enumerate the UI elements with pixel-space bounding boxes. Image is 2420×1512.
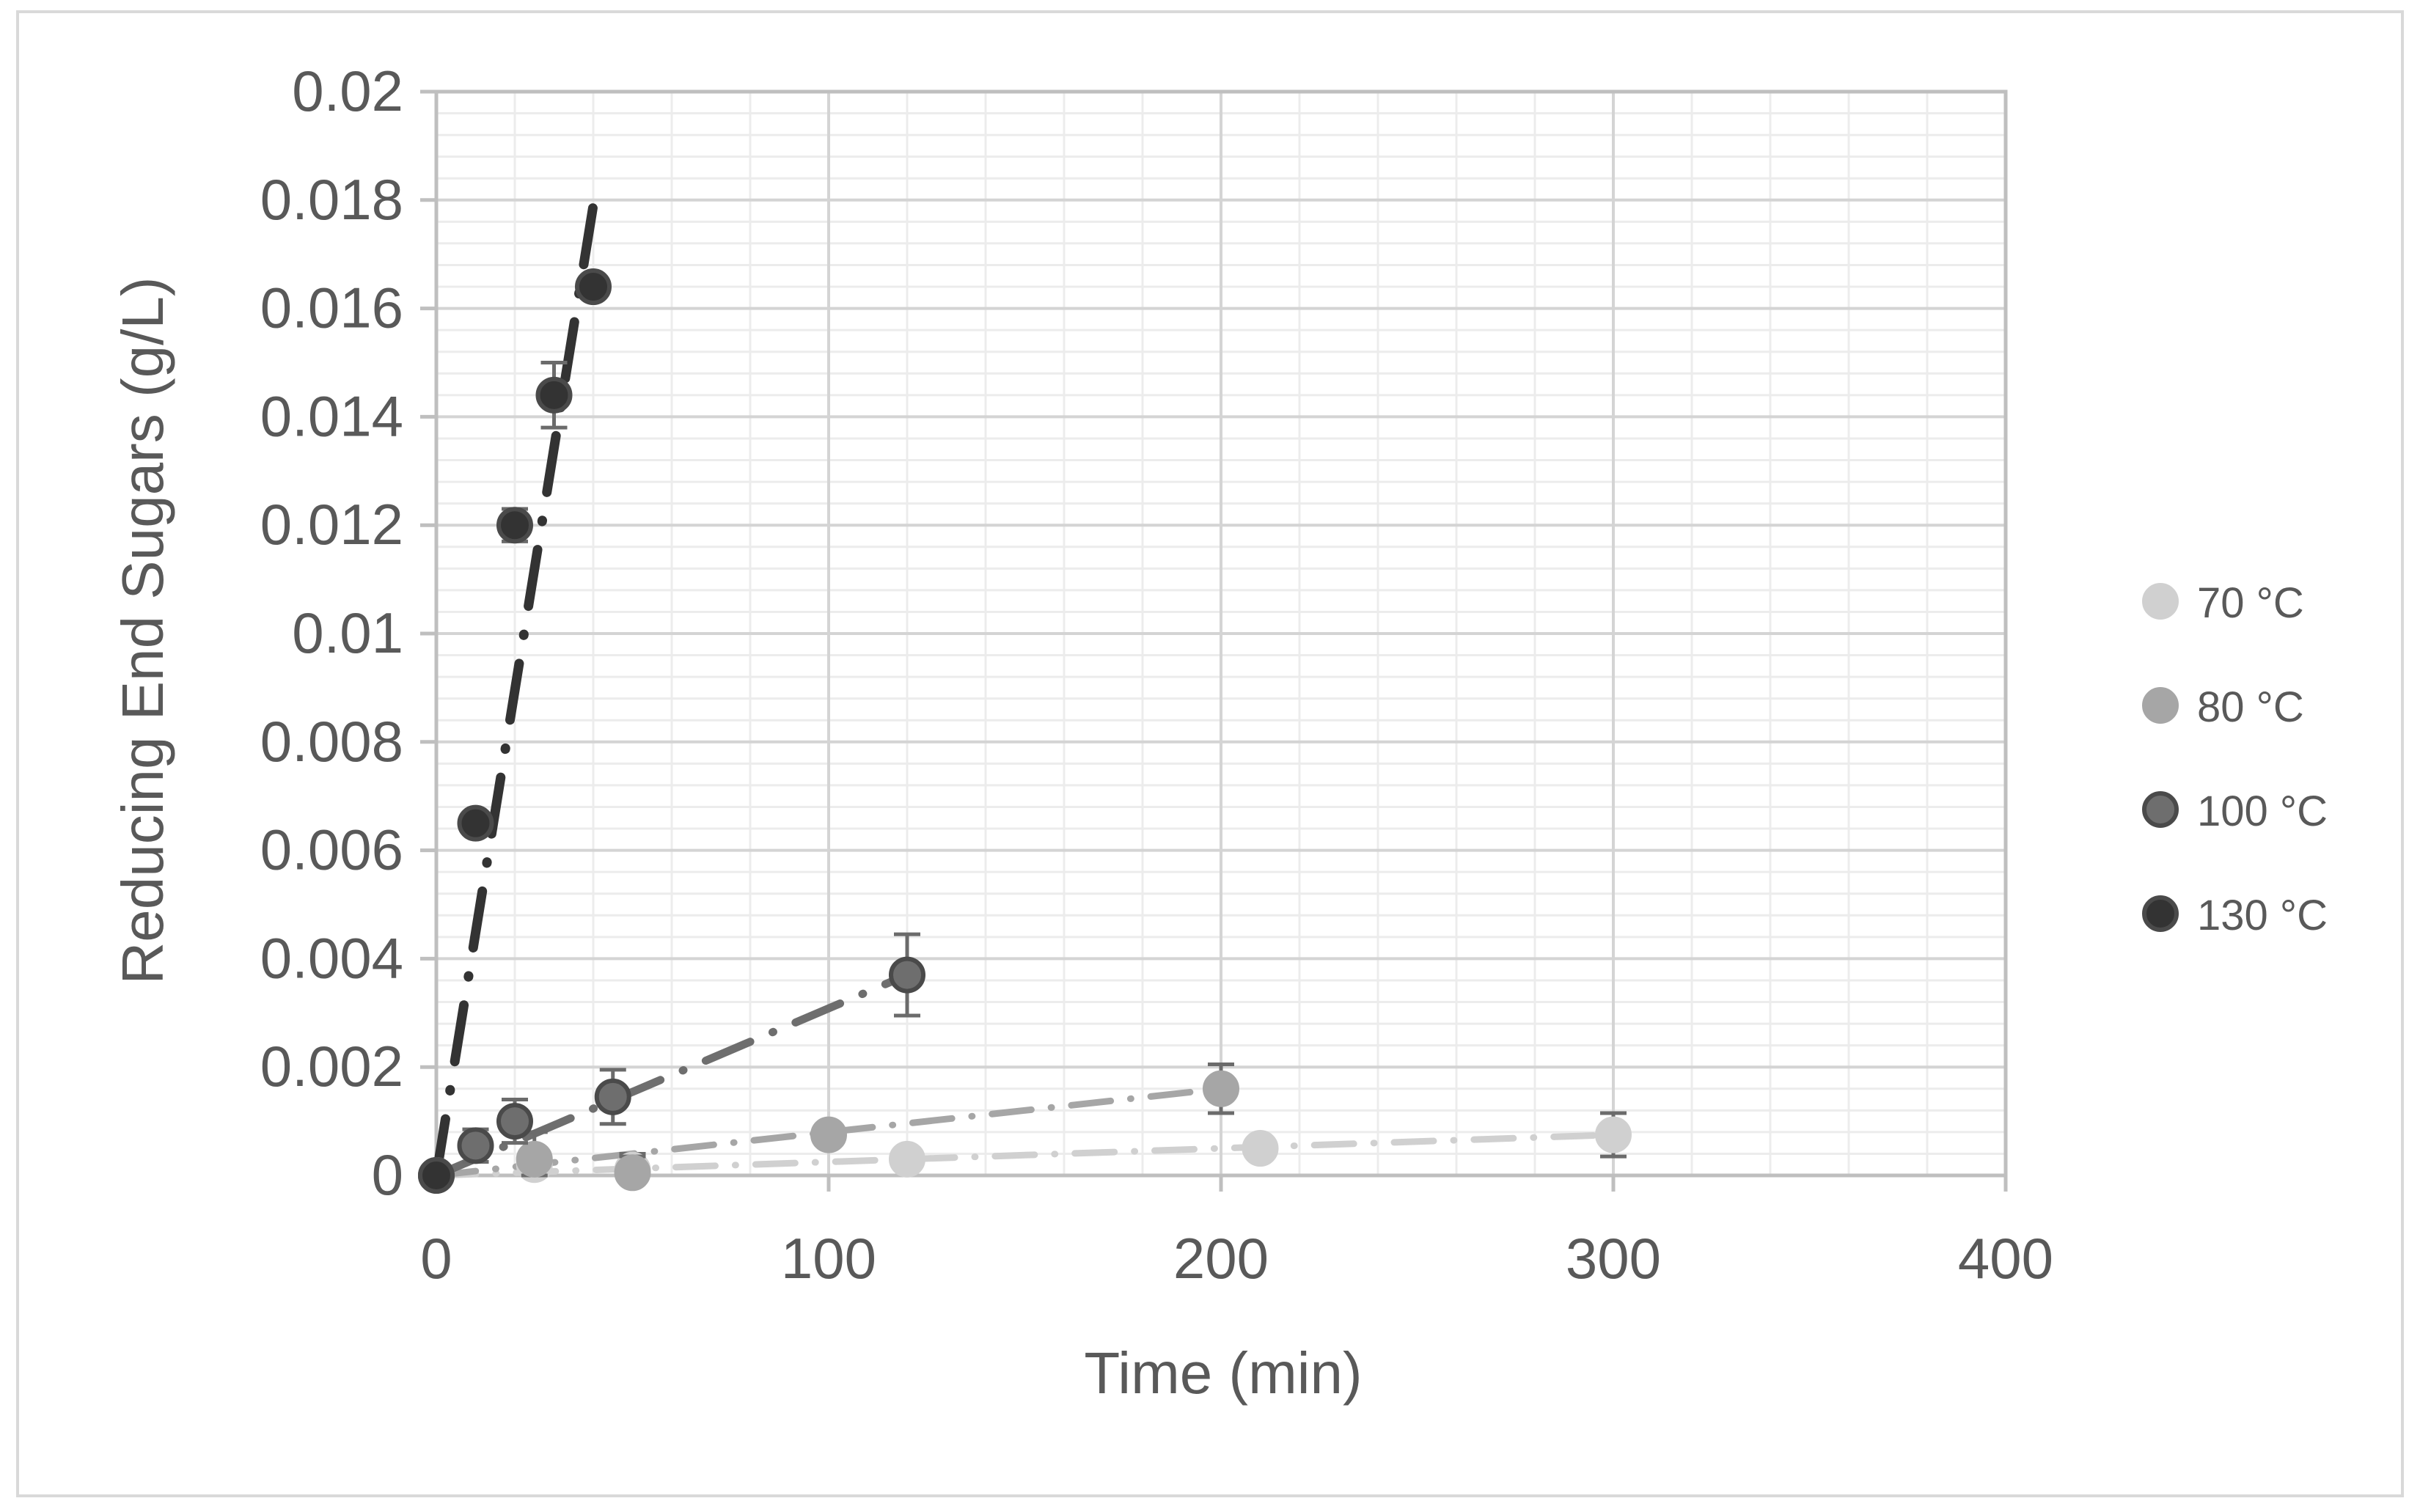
legend-marker (2142, 687, 2179, 724)
y-tick-label: 0 (372, 1142, 403, 1207)
data-point (418, 1157, 455, 1194)
y-tick-label: 0.014 (260, 383, 403, 448)
x-tick-label: 400 (1958, 1226, 2053, 1291)
x-tick-label: 300 (1566, 1226, 1661, 1291)
legend-label: 70 °C (2197, 579, 2304, 627)
legend-label: 80 °C (2197, 683, 2304, 731)
trendline-2 (433, 1085, 1225, 1179)
data-point (457, 1127, 494, 1164)
y-tick-label: 0.006 (260, 818, 403, 882)
legend-label: 130 °C (2197, 892, 2328, 939)
tick-label-layer: 0 100 200 300 400 0 0.002 0.004 0.006 0.008 0.01 0.… (260, 59, 2053, 1291)
x-axis-title: Time (min) (1084, 1340, 1362, 1406)
data-point (516, 1140, 553, 1178)
data-point (810, 1116, 847, 1153)
x-tick-label: 0 (420, 1226, 452, 1291)
trendline-4 (431, 200, 598, 1181)
y-tick-label: 0.01 (292, 601, 403, 665)
axis-layer (420, 89, 2008, 1192)
data-point (496, 1103, 533, 1140)
data-point (889, 956, 925, 994)
data-point (1203, 1070, 1239, 1107)
legend-label: 100 °C (2197, 788, 2328, 835)
trendline-3 (432, 971, 912, 1180)
legend: 70 °C 80 °C 100 °C 130 °C (2142, 579, 2328, 939)
grid-layer (435, 90, 2007, 1177)
x-tick-label: 200 (1173, 1226, 1269, 1291)
x-tick-label: 100 (781, 1226, 876, 1291)
data-point (496, 507, 533, 544)
data-point (594, 1078, 631, 1115)
data-point (575, 268, 612, 306)
data-point (535, 376, 573, 414)
y-tick-label: 0.012 (260, 492, 403, 557)
legend-marker (2142, 791, 2179, 828)
data-point (1595, 1116, 1632, 1153)
legend-marker (2142, 895, 2179, 932)
y-tick-label: 0.02 (292, 59, 403, 123)
data-point (457, 804, 494, 842)
y-tick-label: 0.016 (260, 276, 403, 340)
y-axis-title: Reducing End Sugars (g/L) (110, 277, 175, 985)
data-point (1242, 1130, 1279, 1167)
y-tick-label: 0.004 (260, 925, 403, 990)
y-tick-label: 0.008 (260, 709, 403, 774)
data-point (614, 1154, 651, 1192)
y-tick-label: 0.018 (260, 167, 403, 232)
data-point-layer (418, 268, 1632, 1194)
y-tick-label: 0.002 (260, 1034, 403, 1098)
legend-marker (2142, 583, 2179, 620)
data-point (889, 1140, 925, 1178)
